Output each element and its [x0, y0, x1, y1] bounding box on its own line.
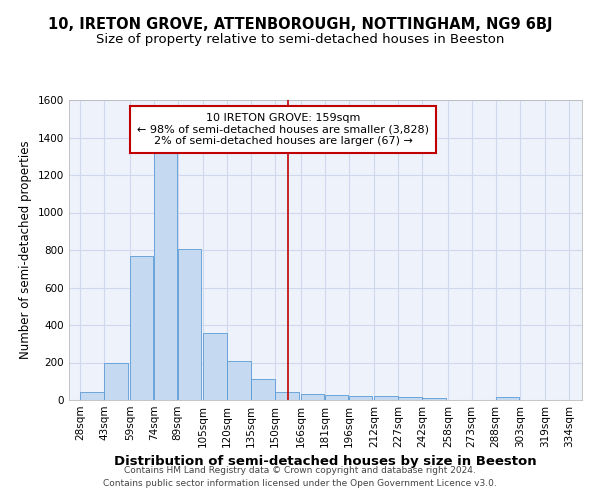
Bar — [374, 396, 398, 400]
X-axis label: Distribution of semi-detached houses by size in Beeston: Distribution of semi-detached houses by … — [114, 456, 537, 468]
Bar — [496, 397, 519, 400]
Bar — [422, 398, 446, 400]
Text: 10, IRETON GROVE, ATTENBOROUGH, NOTTINGHAM, NG9 6BJ: 10, IRETON GROVE, ATTENBOROUGH, NOTTINGH… — [48, 18, 552, 32]
Bar — [154, 152, 177, 400]
Bar — [130, 256, 153, 400]
Bar — [178, 249, 201, 400]
Y-axis label: Number of semi-detached properties: Number of semi-detached properties — [19, 140, 32, 360]
Bar — [275, 392, 299, 400]
Bar — [325, 396, 348, 400]
Text: Size of property relative to semi-detached houses in Beeston: Size of property relative to semi-detach… — [96, 32, 504, 46]
Bar — [80, 392, 104, 400]
Bar — [251, 380, 275, 400]
Bar — [301, 394, 324, 400]
Bar — [349, 396, 372, 400]
Bar — [227, 360, 251, 400]
Text: 10 IRETON GROVE: 159sqm
← 98% of semi-detached houses are smaller (3,828)
2% of : 10 IRETON GROVE: 159sqm ← 98% of semi-de… — [137, 113, 429, 146]
Bar — [104, 362, 128, 400]
Bar — [398, 397, 422, 400]
Text: Contains HM Land Registry data © Crown copyright and database right 2024.
Contai: Contains HM Land Registry data © Crown c… — [103, 466, 497, 487]
Bar — [203, 332, 227, 400]
